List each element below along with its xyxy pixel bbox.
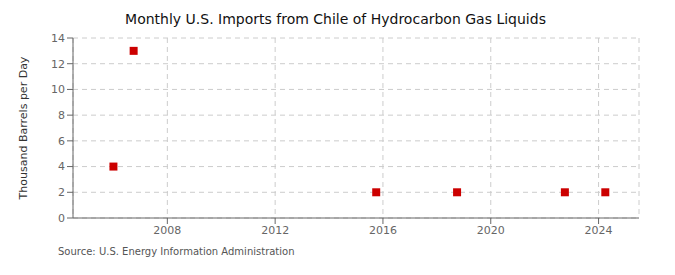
svg-text:2008: 2008 (153, 224, 181, 237)
html-text:Monthly U.S. Imports from Chil: Monthly U.S. Imports from Chile of Hydro… (125, 11, 546, 27)
svg-text:2: 2 (58, 186, 65, 199)
svg-text:8: 8 (58, 109, 65, 122)
svg-text:2016: 2016 (369, 224, 397, 237)
svg-text:2012: 2012 (261, 224, 289, 237)
svg-text:2024: 2024 (585, 224, 613, 237)
svg-text:0: 0 (58, 212, 65, 225)
svg-text:14: 14 (51, 32, 65, 45)
svg-text:2020: 2020 (477, 224, 505, 237)
svg-text:10: 10 (51, 83, 65, 96)
svg-text:6: 6 (58, 135, 65, 148)
svg-text:Thousand Barrels per Day: Thousand Barrels per Day (17, 56, 30, 200)
html-text:Source: U.S. Energy Informatio: Source: U.S. Energy Information Administ… (58, 246, 295, 257)
svg-text:4: 4 (58, 160, 65, 173)
svg-text:12: 12 (51, 58, 65, 71)
